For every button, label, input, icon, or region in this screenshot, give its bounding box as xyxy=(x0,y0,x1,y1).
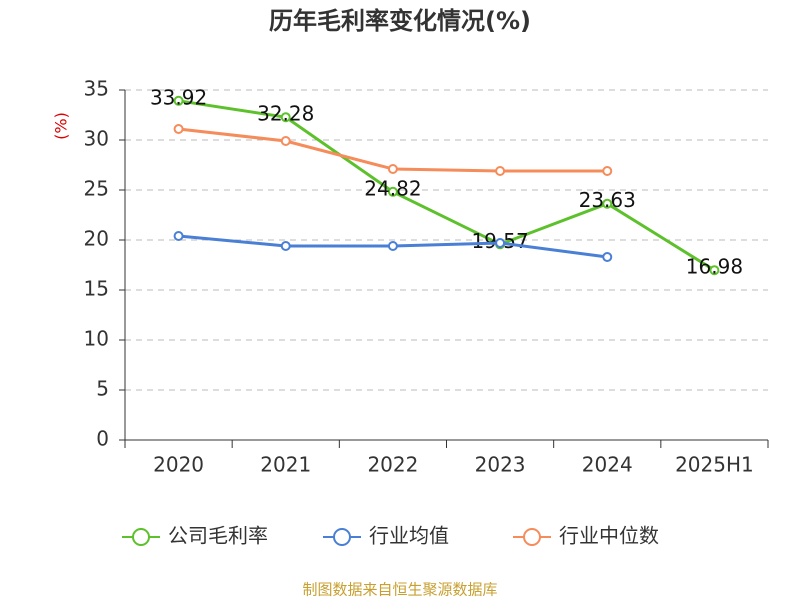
data-point xyxy=(387,241,398,251)
source-note: 制图数据来自恒生聚源数据库 xyxy=(302,581,497,599)
data-point xyxy=(602,198,613,209)
data-label: 32.28 xyxy=(257,102,314,126)
data-point xyxy=(280,241,291,251)
y-axis-label: (%) xyxy=(52,112,71,140)
data-label: 24.82 xyxy=(364,176,421,200)
legend-label: 行业均值 xyxy=(369,524,449,548)
data-label: 23.63 xyxy=(579,188,636,212)
legend-marker xyxy=(333,528,351,546)
x-tick-label: 2023 xyxy=(475,453,526,477)
x-tick-label: 2020 xyxy=(153,453,204,477)
y-tick-label: 20 xyxy=(84,227,109,251)
legend-label: 行业中位数 xyxy=(559,524,659,548)
data-point xyxy=(280,112,291,123)
data-point xyxy=(387,164,398,174)
data-point xyxy=(173,124,184,134)
x-tick-label: 2022 xyxy=(367,453,418,477)
chart-title: 历年毛利率变化情况(%) xyxy=(269,7,531,35)
data-point xyxy=(602,252,613,262)
y-tick-label: 15 xyxy=(84,277,109,301)
y-tick-label: 35 xyxy=(84,77,109,101)
x-tick-label: 2021 xyxy=(260,453,311,477)
y-tick-label: 25 xyxy=(84,177,109,201)
y-tick-label: 5 xyxy=(96,377,109,401)
y-tick-label: 0 xyxy=(96,427,109,451)
legend-marker xyxy=(132,528,150,546)
legend-marker xyxy=(523,528,541,546)
data-point xyxy=(495,166,506,176)
data-point xyxy=(602,166,613,176)
data-point xyxy=(173,231,184,241)
legend-label: 公司毛利率 xyxy=(168,524,268,548)
data-point xyxy=(709,265,720,276)
data-point xyxy=(495,238,506,248)
x-tick-label: 2024 xyxy=(582,453,633,477)
data-label: 16.98 xyxy=(686,255,743,279)
series-line xyxy=(178,99,716,272)
data-point xyxy=(387,186,398,197)
y-tick-label: 10 xyxy=(84,327,109,351)
data-point xyxy=(280,136,291,146)
x-tick-label: 2025H1 xyxy=(675,453,754,477)
data-label: 33.92 xyxy=(150,85,207,109)
data-point xyxy=(173,95,184,106)
y-tick-label: 30 xyxy=(84,127,109,151)
